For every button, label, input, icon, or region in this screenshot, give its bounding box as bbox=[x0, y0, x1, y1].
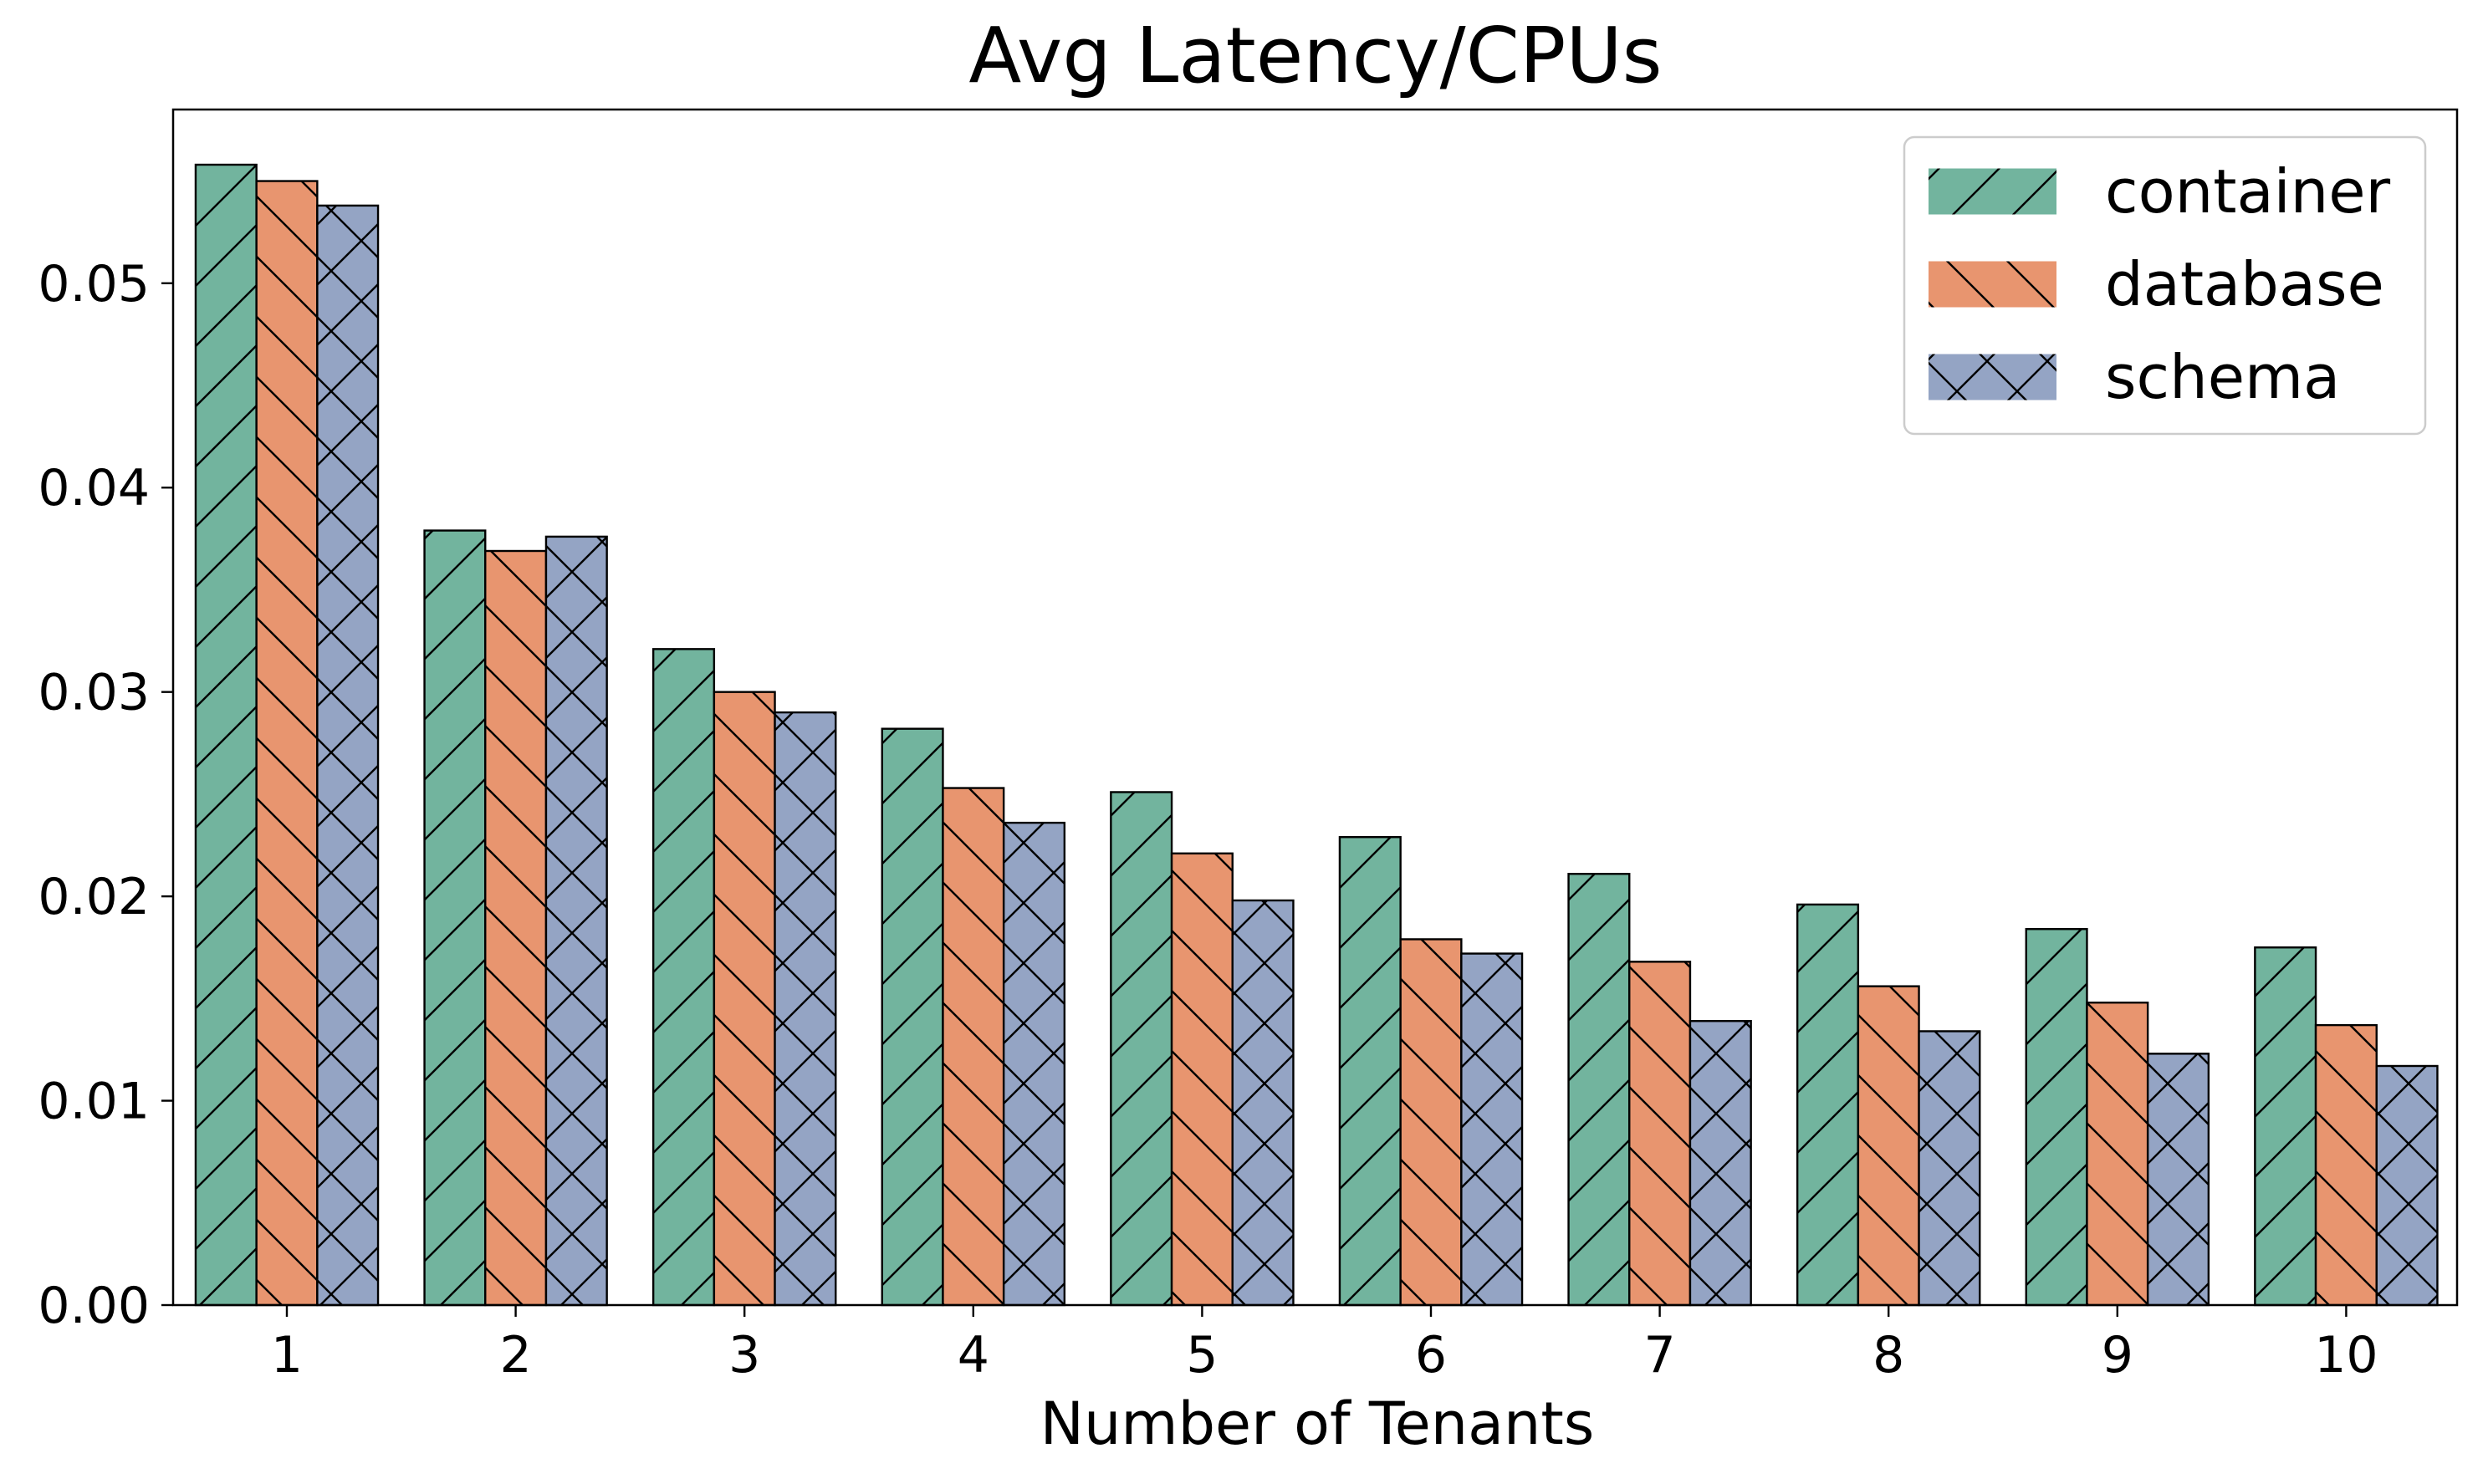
x-tick-label: 2 bbox=[500, 1326, 532, 1385]
chart-title: Avg Latency/CPUs bbox=[968, 11, 1662, 100]
x-tick-label: 7 bbox=[1644, 1326, 1676, 1385]
x-tick-label: 8 bbox=[1872, 1326, 1904, 1385]
bar-hatch-container-1 bbox=[194, 163, 258, 1307]
bar-hatch-database-10 bbox=[2314, 1023, 2378, 1307]
y-tick-label: 0.02 bbox=[38, 868, 150, 926]
bar-hatch-container-3 bbox=[651, 648, 716, 1307]
bar-hatch-database-9 bbox=[2086, 1002, 2149, 1307]
x-tick-label: 3 bbox=[728, 1326, 760, 1385]
bar-hatch-schema-7 bbox=[1689, 1020, 1752, 1307]
bar-hatch-schema-1 bbox=[316, 204, 380, 1307]
bar-hatch-schema-2 bbox=[544, 535, 608, 1307]
bar-hatch-database-4 bbox=[942, 787, 1005, 1307]
x-tick-label: 5 bbox=[1186, 1326, 1218, 1385]
bar-hatch-schema-9 bbox=[2146, 1053, 2210, 1307]
legend-swatch-hatch-container bbox=[1929, 168, 2056, 215]
bar-hatch-schema-4 bbox=[1002, 821, 1066, 1307]
legend-label-container: container bbox=[2105, 156, 2391, 227]
legend-swatch-hatch-database bbox=[1929, 261, 2056, 308]
bar-hatch-container-7 bbox=[1567, 873, 1631, 1307]
bar-hatch-schema-5 bbox=[1231, 899, 1295, 1307]
y-tick-label: 0.03 bbox=[38, 664, 150, 722]
x-tick-label: 10 bbox=[2314, 1326, 2378, 1385]
bars-group bbox=[194, 163, 2439, 1307]
bar-hatch-schema-10 bbox=[2375, 1064, 2439, 1307]
y-tick-label: 0.04 bbox=[38, 459, 150, 518]
legend-label-database: database bbox=[2105, 249, 2384, 319]
y-tick-label: 0.01 bbox=[38, 1073, 150, 1131]
bar-hatch-database-1 bbox=[255, 180, 319, 1307]
legend-swatch-hatch-schema bbox=[1929, 354, 2056, 400]
bar-hatch-container-10 bbox=[2254, 946, 2317, 1307]
bar-hatch-container-9 bbox=[2025, 928, 2088, 1307]
bar-hatch-database-5 bbox=[1170, 852, 1234, 1307]
x-tick-label: 4 bbox=[958, 1326, 989, 1385]
x-axis-label: Number of Tenants bbox=[1040, 1390, 1595, 1458]
bar-hatch-container-4 bbox=[881, 727, 944, 1307]
legend: container database schema bbox=[1903, 135, 2427, 436]
y-tick-label: 0.05 bbox=[38, 255, 150, 314]
x-tick-label: 1 bbox=[271, 1326, 303, 1385]
bar-hatch-container-5 bbox=[1110, 791, 1173, 1307]
bar-hatch-schema-8 bbox=[1918, 1030, 1981, 1307]
bar-hatch-database-2 bbox=[484, 549, 548, 1307]
legend-label-schema: schema bbox=[2105, 342, 2340, 412]
bar-hatch-database-6 bbox=[1399, 938, 1463, 1307]
bar-hatch-schema-6 bbox=[1460, 952, 1524, 1307]
plot-frame bbox=[171, 108, 2459, 1307]
bar-hatch-database-7 bbox=[1628, 961, 1692, 1307]
bar-hatch-container-2 bbox=[423, 529, 487, 1307]
bar-hatch-database-3 bbox=[713, 691, 776, 1307]
x-tick-label: 6 bbox=[1415, 1326, 1447, 1385]
bar-hatch-container-6 bbox=[1338, 836, 1402, 1307]
bar-hatch-container-8 bbox=[1796, 903, 1860, 1307]
bar-hatch-database-8 bbox=[1857, 985, 1920, 1307]
y-axis: 0.00 0.01 0.02 0.03 0.04 0.05 bbox=[38, 255, 173, 1335]
x-axis: 1 2 3 4 5 6 7 8 9 10 bbox=[271, 1305, 2378, 1385]
bar-hatch-schema-3 bbox=[774, 711, 837, 1307]
y-tick-label: 0.00 bbox=[38, 1277, 150, 1335]
x-tick-label: 9 bbox=[2102, 1326, 2133, 1385]
